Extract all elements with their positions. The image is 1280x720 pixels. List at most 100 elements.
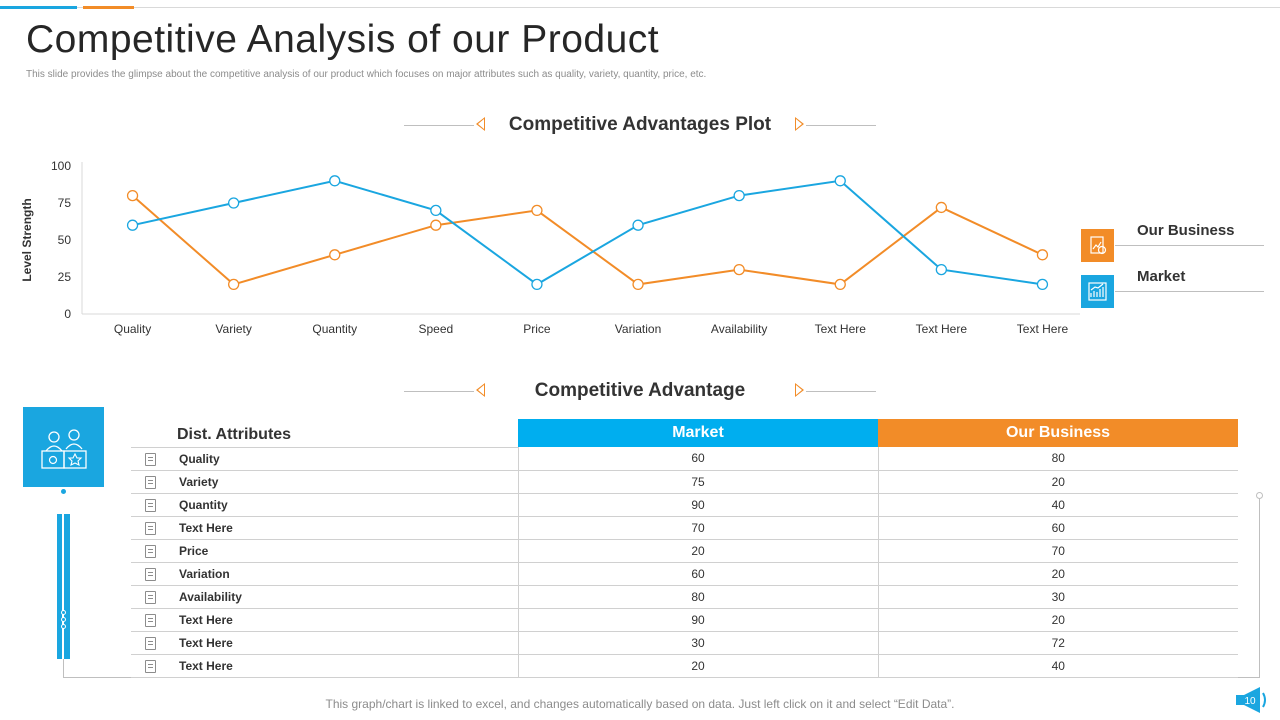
series-line-market — [132, 179, 1043, 286]
business-value-cell: 72 — [877, 631, 1238, 655]
header-market: Market — [518, 419, 878, 447]
plot-section-title: Competitive Advantages Plot — [508, 114, 772, 135]
y-tick-label: 25 — [58, 270, 72, 284]
attribute-icon — [145, 475, 156, 489]
header-line-left — [404, 125, 474, 126]
data-point-market — [935, 263, 947, 276]
attribute-name: Availability — [179, 589, 242, 604]
data-point-market — [126, 219, 139, 231]
table-section-header: Competitive Advantage — [404, 376, 876, 406]
data-point-our-business — [126, 189, 139, 202]
attribute-name: Quality — [179, 451, 220, 466]
x-tick-label: Speed — [418, 322, 453, 336]
megaphone-icon — [1236, 687, 1266, 713]
legend-market: Market — [1081, 268, 1264, 309]
market-value-cell: 30 — [517, 631, 878, 655]
market-value-cell: 75 — [517, 470, 878, 494]
attribute-icon — [145, 590, 156, 604]
table-row: Availability 80 30 — [131, 585, 1238, 609]
frame-corner-dot — [1256, 492, 1263, 499]
competitive-advantage-table: Dist. Attributes Market Our Business Qua… — [131, 419, 1238, 678]
attribute-name: Variation — [179, 566, 230, 581]
data-point-our-business — [227, 278, 240, 291]
business-value-cell: 20 — [877, 608, 1238, 632]
attribute-cell: Variety — [131, 470, 518, 494]
series-line-our-business — [131, 194, 1043, 286]
business-value-cell: 70 — [877, 539, 1238, 563]
arrow-left-icon — [476, 117, 485, 131]
arrow-right-icon — [795, 383, 804, 397]
data-point-market — [733, 189, 745, 202]
data-point-market — [834, 175, 846, 187]
attribute-name: Text Here — [179, 612, 233, 627]
table-row: Variation 60 20 — [131, 562, 1238, 586]
header-attributes: Dist. Attributes — [131, 419, 518, 448]
data-point-our-business — [531, 204, 543, 217]
attribute-icon — [145, 452, 156, 466]
business-value-cell: 40 — [877, 493, 1238, 517]
side-bar-dot — [61, 624, 66, 629]
attribute-icon — [145, 544, 156, 558]
frame-line-left — [63, 659, 64, 677]
market-value-cell: 80 — [517, 585, 878, 609]
data-point-market — [632, 219, 644, 231]
side-connector-dot — [61, 489, 66, 494]
x-tick-label: Quality — [114, 322, 151, 336]
data-point-market — [531, 278, 543, 291]
data-point-our-business — [430, 219, 442, 231]
attribute-icon — [145, 659, 156, 673]
side-bar-dot — [61, 617, 66, 622]
x-tick-label: Text Here — [916, 322, 968, 336]
business-value-cell: 30 — [877, 585, 1238, 609]
table-row: Variety 75 20 — [131, 470, 1238, 494]
legend-underline — [1115, 291, 1264, 292]
data-point-market — [227, 197, 240, 209]
table-body: Quality 60 80 Variety 75 20 Quantity 90 40 Text H… — [131, 447, 1238, 678]
line-chart: 0 25 50 75 100 Quality Variety Quantity Speed Pri… — [20, 159, 1080, 336]
accent-bar-blue — [0, 6, 77, 9]
side-bar-dot — [61, 610, 66, 615]
footer-note: This graph/chart is linked to excel, and… — [325, 697, 955, 711]
header-line-left — [404, 391, 474, 392]
side-accent-bar — [57, 514, 70, 659]
business-value-cell: 20 — [877, 470, 1238, 494]
legend-market-label: Market — [1137, 268, 1186, 285]
attribute-cell: Text Here — [131, 516, 518, 540]
attribute-name: Price — [179, 543, 209, 558]
arrow-left-icon — [476, 383, 485, 397]
legend-market-swatch — [1081, 275, 1114, 308]
accent-bar-orange — [83, 6, 134, 9]
y-tick-label: 0 — [64, 307, 71, 321]
data-point-our-business — [733, 263, 745, 276]
business-value-cell: 80 — [877, 447, 1238, 471]
growth-chart-icon — [1088, 282, 1107, 301]
x-tick-label: Quantity — [312, 322, 357, 336]
data-point-our-business — [1036, 249, 1049, 261]
data-point-our-business — [329, 249, 341, 261]
legend-underline — [1115, 245, 1264, 246]
attribute-cell: Variation — [131, 562, 518, 586]
table-row: Text Here 70 60 — [131, 516, 1238, 540]
attribute-name: Variety — [179, 474, 219, 489]
y-tick-label: 50 — [58, 233, 72, 247]
market-value-cell: 20 — [517, 539, 878, 563]
x-tick-label: Availability — [711, 322, 767, 336]
market-value-cell: 60 — [517, 562, 878, 586]
table-row: Quantity 90 40 — [131, 493, 1238, 517]
data-point-market — [329, 175, 341, 187]
team-icon-box — [23, 407, 104, 487]
attribute-cell: Text Here — [131, 608, 518, 632]
attribute-icon — [145, 567, 156, 581]
y-tick-label: 75 — [58, 196, 72, 210]
attribute-name: Text Here — [179, 520, 233, 535]
business-value-cell: 20 — [877, 562, 1238, 586]
frame-line-right — [1259, 497, 1260, 678]
legend-our-business-label: Our Business — [1137, 222, 1235, 239]
attribute-name: Text Here — [179, 635, 233, 650]
attribute-icon — [145, 521, 156, 535]
market-value-cell: 70 — [517, 516, 878, 540]
data-point-our-business — [935, 201, 947, 214]
attribute-cell: Text Here — [131, 631, 518, 655]
attribute-name: Quantity — [179, 497, 228, 512]
table-row: Text Here 30 72 — [131, 631, 1238, 655]
